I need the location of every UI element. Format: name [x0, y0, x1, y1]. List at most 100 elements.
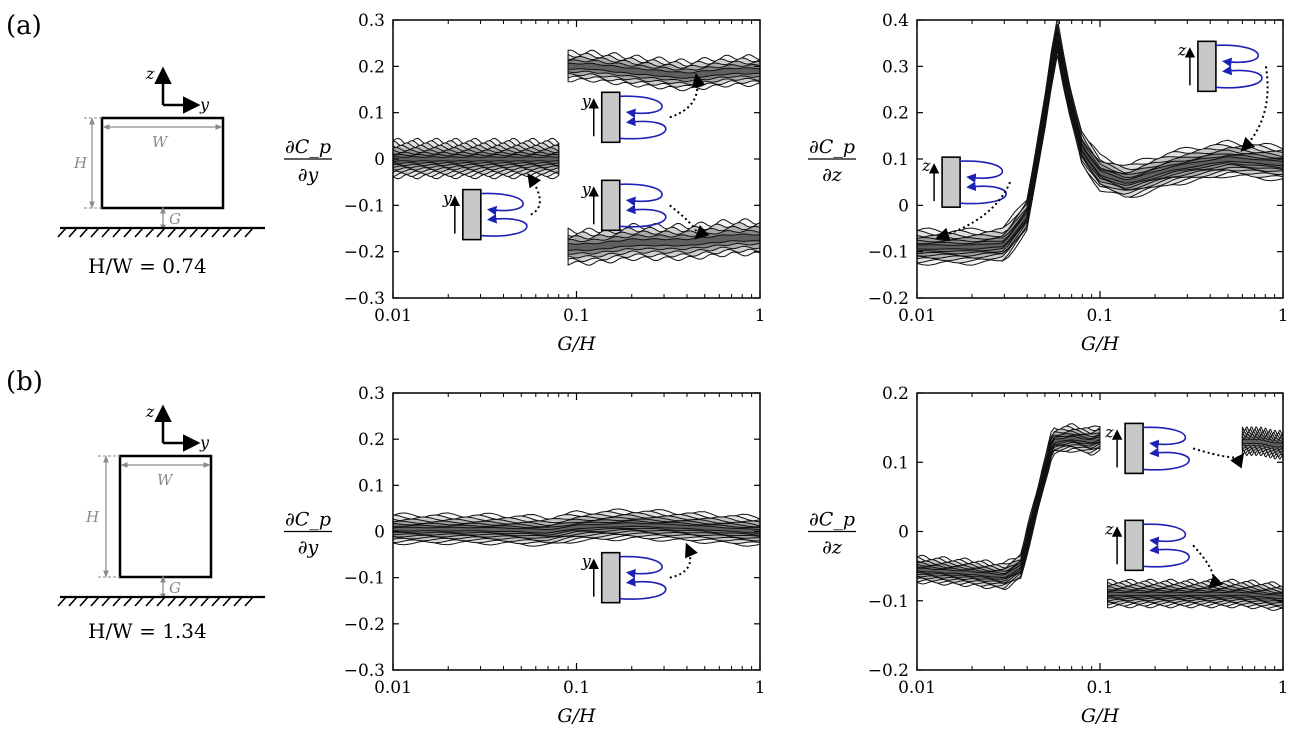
- y-tick-label: 0.2: [358, 57, 385, 77]
- hatch-mark: [101, 227, 111, 238]
- contour-region: [917, 20, 1283, 266]
- ground-hatch: [57, 595, 265, 607]
- y-tick-label: −0.3: [344, 661, 385, 681]
- inset-axis-label: z: [921, 156, 931, 175]
- y-tick-label: 0.3: [358, 11, 385, 31]
- y-tick-label: 0: [898, 196, 909, 216]
- y-tick-label: 0.1: [882, 453, 909, 473]
- hatch-mark: [233, 596, 243, 607]
- dotted-arrow: [669, 72, 706, 119]
- contour-region: [567, 218, 760, 266]
- y-tick-label: 0.3: [358, 384, 385, 404]
- vortex-loop: [1215, 65, 1263, 89]
- y-tick-label: −0.1: [344, 569, 385, 589]
- x-tick-label: 1: [1278, 306, 1289, 326]
- contour-line: [917, 433, 1101, 580]
- y-tick-label: 0.1: [882, 150, 909, 170]
- contour-line: [917, 20, 1283, 266]
- width-label: W: [157, 471, 174, 489]
- plot-b-dCp-dy: y −0.3 −0.2 −0.1 0 0.1 0.2 0.3 0.01 0.1 1 G/H ∂C_p ∂y: [284, 384, 765, 727]
- vortex-loop: [619, 577, 667, 600]
- gap-label: G: [169, 579, 181, 597]
- contour-line: [917, 432, 1101, 582]
- x-tick-label: 0.01: [898, 306, 936, 326]
- x-tick-label: 0.1: [1086, 306, 1113, 326]
- gap-label: G: [169, 210, 181, 228]
- y-tick-label: 0: [374, 150, 385, 170]
- plot-b-dCp-dz: z z −0.2 −0.1 0 0.1 0.2 0.01 0.1 1 G/H ∂C_p ∂z: [808, 384, 1288, 727]
- contour-line: [393, 156, 560, 162]
- vortex-loop: [1143, 426, 1187, 450]
- y-tick-label: −0.2: [868, 289, 909, 309]
- vortex-loop: [1143, 523, 1187, 547]
- inset-axis-label: z: [1104, 519, 1114, 538]
- inset-axis-label: z: [1177, 40, 1187, 59]
- flow-inset: y: [581, 542, 698, 604]
- y-axis-label-denominator: ∂y: [298, 537, 319, 559]
- y-axis-label-numerator: ∂C_p: [809, 509, 855, 531]
- inset-body: [462, 188, 482, 241]
- x-tick-label: 0.1: [563, 678, 590, 698]
- inset-body: [1124, 422, 1144, 475]
- hatch-mark: [123, 596, 133, 607]
- hatch-mark: [68, 596, 78, 607]
- vortex-loop: [960, 181, 1007, 205]
- plot-a-dCp-dy: y y y −0.3 −0.2 −0.1 0 0.1 0.2 0.3 0.01 0.1 1 G/H ∂C_p…: [284, 11, 765, 355]
- hatch-mark: [211, 596, 221, 607]
- contour-region: [393, 508, 760, 547]
- hatch-mark: [222, 227, 232, 238]
- dotted-arrow: [1192, 544, 1224, 589]
- contour-region: [393, 137, 560, 180]
- y-tick-label: −0.1: [868, 243, 909, 263]
- axis-label-y: y: [199, 95, 210, 114]
- panel-label-a: (a): [6, 11, 42, 41]
- hatch-mark: [178, 596, 188, 607]
- vortex-loop: [619, 204, 667, 228]
- vortex-loop: [619, 116, 667, 140]
- inset-axis-label: y: [581, 552, 592, 571]
- panel-label-b: (b): [6, 367, 43, 397]
- y-tick-label: −0.2: [868, 661, 909, 681]
- vortex-loop: [1215, 44, 1259, 68]
- ground-hatch: [57, 226, 265, 238]
- x-axis-label: G/H: [557, 705, 596, 727]
- y-axis-label-numerator: ∂C_p: [285, 136, 331, 158]
- inset-body: [600, 91, 621, 144]
- vortex-loop: [480, 213, 528, 237]
- contour-line: [567, 62, 760, 79]
- inset-axis-label: y: [581, 91, 592, 110]
- hatch-mark: [112, 227, 122, 238]
- vortex-loop: [619, 183, 663, 207]
- y-tick-label: 0.2: [882, 104, 909, 124]
- y-axis-label-denominator: ∂z: [822, 164, 843, 186]
- hatch-mark: [189, 596, 199, 607]
- contour-region: [1241, 426, 1283, 460]
- inset-axis-label: y: [581, 179, 592, 198]
- flow-inset: z: [1104, 422, 1245, 475]
- hatch-mark: [90, 596, 100, 607]
- dotted-arrow: [1192, 447, 1245, 469]
- hatch-mark: [211, 227, 221, 238]
- y-tick-label: 0: [898, 523, 909, 543]
- plot-a-dCp-dz: z z −0.2 −0.1 0 0.1 0.2 0.3 0.4 0.01 0.1 1 G/H ∂C_p ∂z: [808, 11, 1288, 355]
- y-axis-label-numerator: ∂C_p: [285, 509, 331, 531]
- x-tick-label: 1: [1278, 678, 1289, 698]
- height-label: H: [73, 154, 88, 172]
- schematic-a: z y W H G H/W = 0.74: [57, 64, 265, 278]
- dotted-arrow: [669, 204, 710, 240]
- flow-inset: z: [1177, 40, 1269, 152]
- hatch-mark: [112, 596, 122, 607]
- y-tick-label: −0.2: [344, 243, 385, 263]
- hatch-mark: [79, 596, 89, 607]
- x-tick-label: 1: [755, 306, 766, 326]
- flow-inset: y: [581, 72, 706, 144]
- y-tick-label: 0: [374, 523, 385, 543]
- x-tick-label: 0.01: [898, 678, 936, 698]
- schematic-b: z y W H G H/W = 1.34: [57, 402, 265, 643]
- hatch-mark: [200, 227, 210, 238]
- x-axis-label: G/H: [1081, 333, 1120, 355]
- dotted-arrow: [527, 172, 542, 216]
- x-tick-label: 0.01: [374, 306, 412, 326]
- hatch-mark: [167, 596, 177, 607]
- aspect-ratio-label: H/W = 1.34: [88, 619, 207, 643]
